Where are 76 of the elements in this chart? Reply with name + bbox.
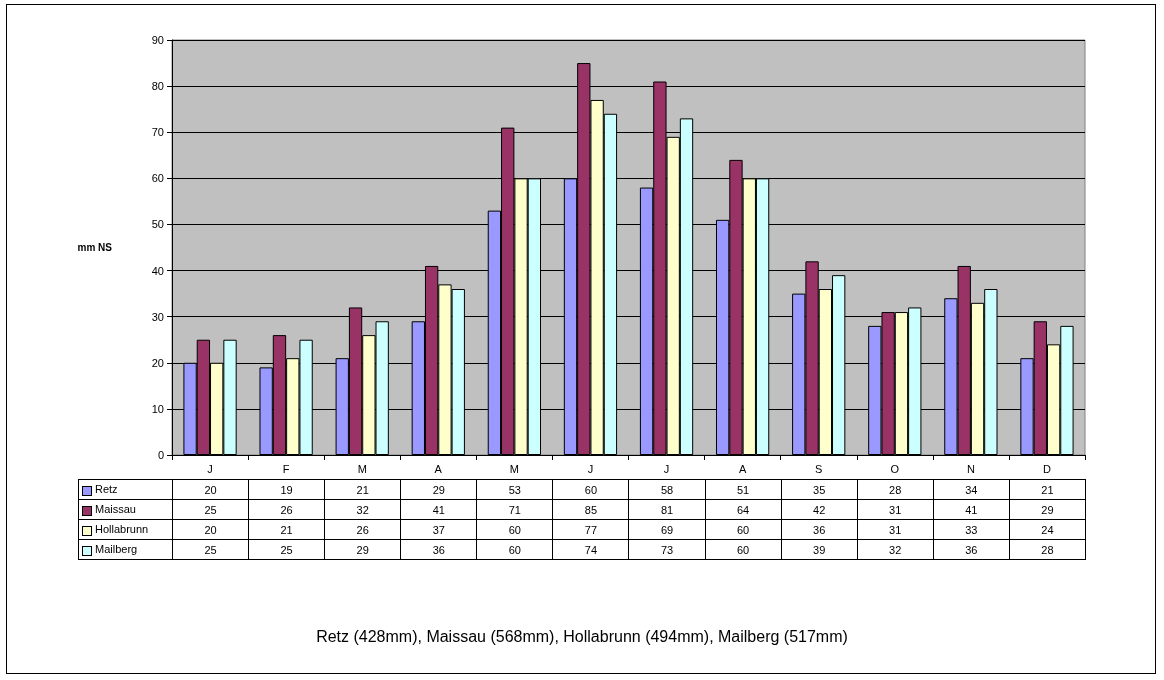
- data-label: 34: [933, 479, 1010, 500]
- y-tick-label: 60: [151, 172, 164, 185]
- x-tick-label: M: [509, 462, 519, 475]
- data-label: 60: [705, 519, 782, 540]
- data-label: 20: [172, 519, 249, 540]
- legend-label: Retz: [78, 479, 173, 500]
- data-label: 32: [857, 539, 934, 560]
- data-label: 36: [781, 519, 858, 540]
- data-label: 74: [552, 539, 629, 560]
- data-label: 71: [476, 499, 553, 520]
- x-tick-label: A: [434, 462, 443, 475]
- data-label: 29: [400, 479, 477, 500]
- data-label: 33: [933, 519, 1010, 540]
- data-label: 64: [705, 499, 782, 520]
- text: Retz (428mm), Maissau (568mm), Hollabrunn (494mm), Mailberg (517mm): [315, 628, 849, 646]
- y-tick-label: 40: [151, 264, 164, 277]
- x-tick-label: J: [207, 462, 213, 475]
- data-label: 53: [476, 479, 553, 500]
- data-label: 32: [324, 499, 401, 520]
- data-label: 21: [324, 479, 401, 500]
- data-label: 73: [628, 539, 706, 560]
- x-tick-label: J: [663, 462, 670, 475]
- x-tick-label: A: [738, 462, 747, 475]
- data-label: 28: [1009, 539, 1086, 560]
- data-label: 36: [400, 539, 477, 560]
- y-tick-label: 30: [151, 310, 164, 323]
- data-label: 19: [248, 479, 325, 500]
- data-label: 81: [628, 499, 706, 520]
- y-tick-label: 20: [151, 356, 164, 369]
- y-tick-label: 0: [157, 449, 164, 461]
- data-label: 26: [248, 499, 325, 520]
- y-tick-label: 10: [151, 402, 164, 415]
- y-tick-label: 80: [151, 80, 164, 93]
- data-label: 60: [476, 539, 553, 560]
- data-label: 41: [933, 499, 1010, 520]
- data-label: 85: [552, 499, 629, 520]
- data-label: 20: [172, 479, 249, 500]
- legend-label: Maissau: [78, 499, 173, 520]
- data-label: 24: [1009, 519, 1086, 540]
- data-label: 39: [781, 539, 858, 560]
- data-label: 28: [857, 479, 934, 500]
- data-label: 60: [476, 519, 553, 540]
- data-label: 42: [781, 499, 858, 520]
- data-label: 26: [324, 519, 401, 540]
- data-label: 31: [857, 499, 934, 520]
- legend-label: Hollabrunn: [78, 519, 173, 540]
- data-label: 25: [172, 539, 249, 560]
- x-tick-label: N: [966, 462, 975, 475]
- x-tick-label: F: [282, 462, 290, 475]
- x-tick-label: M: [357, 462, 367, 475]
- x-tick-label: J: [587, 462, 594, 475]
- data-label: 31: [857, 519, 934, 540]
- data-label: 58: [628, 479, 706, 500]
- x-tick-label: O: [890, 462, 900, 475]
- data-label: 29: [324, 539, 401, 560]
- x-tick-label: D: [1042, 462, 1051, 475]
- data-label: 37: [400, 519, 477, 540]
- data-label: 77: [552, 519, 629, 540]
- y-tick-label: 50: [151, 218, 164, 231]
- data-label: 25: [172, 499, 249, 520]
- data-label: 21: [1009, 479, 1086, 500]
- y-axis-title: mm NS: [77, 242, 113, 253]
- legend-label: Mailberg: [78, 539, 173, 560]
- data-label: 60: [705, 539, 782, 560]
- data-label: 69: [628, 519, 706, 540]
- data-label: 21: [248, 519, 325, 540]
- data-label: 60: [552, 479, 629, 500]
- data-label: 36: [933, 539, 1010, 560]
- data-label: 35: [781, 479, 858, 500]
- data-label: 25: [248, 539, 325, 560]
- y-tick-label: 70: [151, 126, 164, 139]
- data-label: 51: [705, 479, 782, 500]
- data-label: 41: [400, 499, 477, 520]
- y-tick-label: 90: [151, 34, 164, 46]
- x-tick-label: S: [815, 462, 823, 475]
- data-label: 29: [1009, 499, 1086, 520]
